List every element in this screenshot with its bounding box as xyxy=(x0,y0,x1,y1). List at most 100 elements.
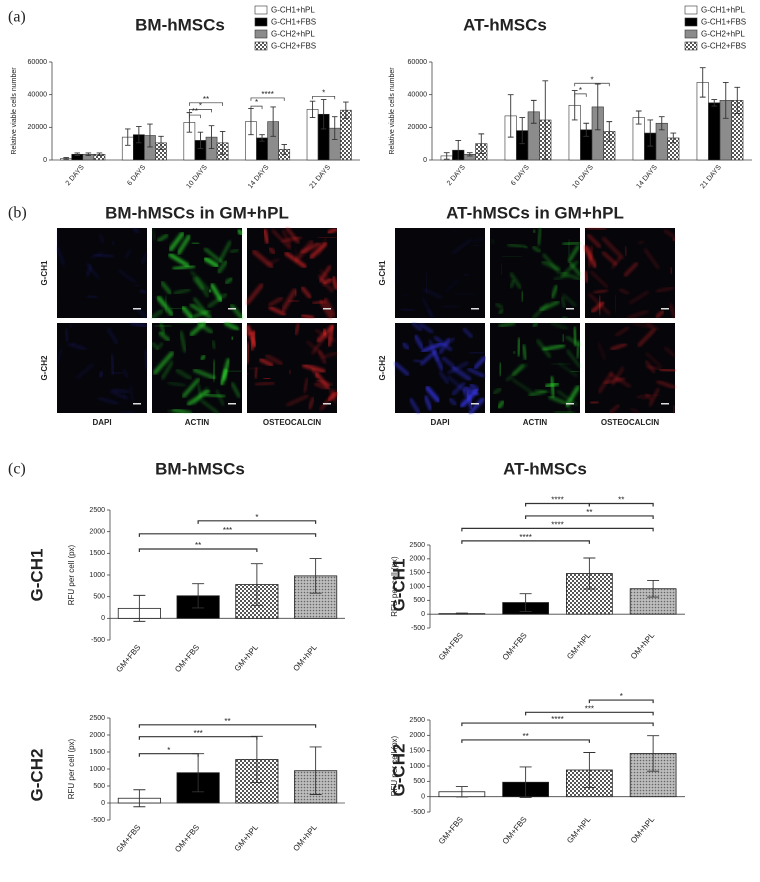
micrograph-texture xyxy=(550,322,568,330)
y-axis-label: RFU per cell (px) xyxy=(67,544,76,605)
micrograph-texture xyxy=(69,322,72,329)
micrograph-texture xyxy=(172,408,192,415)
micrograph-texture xyxy=(507,243,526,249)
panel-label: (a) xyxy=(8,9,26,26)
micrograph-texture xyxy=(411,321,423,332)
micrograph-texture xyxy=(452,227,456,235)
micrograph-texture xyxy=(211,339,217,350)
error-bar xyxy=(147,123,153,148)
micrograph-texture xyxy=(319,299,333,320)
chart-title: AT-hMSCs xyxy=(503,459,587,478)
micrograph-texture xyxy=(119,410,136,414)
scale-bar xyxy=(661,308,669,310)
micrograph-texture xyxy=(268,306,286,316)
micrograph-texture xyxy=(294,289,298,297)
error-bar xyxy=(309,558,322,594)
micrograph-texture xyxy=(225,321,238,330)
error-bar xyxy=(699,67,706,98)
micrograph-texture xyxy=(611,366,625,386)
micrograph-texture xyxy=(548,395,568,405)
micrograph-texture xyxy=(663,229,676,239)
y-tick-label: 1500 xyxy=(409,748,425,755)
micrograph-texture xyxy=(593,289,609,294)
micrograph-texture xyxy=(516,337,522,357)
error-bar xyxy=(250,563,263,606)
micrograph-texture xyxy=(264,354,283,366)
y-tick-label: 20000 xyxy=(28,124,48,131)
micrograph-texture xyxy=(509,272,522,289)
micrograph-texture xyxy=(427,308,435,319)
micrograph-texture xyxy=(434,336,452,351)
micrograph-texture xyxy=(229,248,240,254)
micrograph-texture xyxy=(495,302,504,309)
micrograph-texture xyxy=(562,241,581,246)
micrograph-texture xyxy=(623,245,628,257)
micrograph-texture xyxy=(452,239,472,254)
micrograph-texture xyxy=(311,367,320,379)
micrograph-texture xyxy=(439,371,449,384)
legend-label: G-CH1+hPL xyxy=(701,6,745,15)
micrograph-texture xyxy=(245,372,250,376)
y-axis-label: RFU per cell (px) xyxy=(390,735,399,796)
y-tick-label: 1000 xyxy=(409,583,425,590)
scale-bar xyxy=(228,308,236,310)
micrograph-texture xyxy=(97,397,119,405)
micrograph-texture xyxy=(311,333,328,355)
micrograph-texture xyxy=(468,397,485,415)
micrograph-texture xyxy=(462,327,473,339)
micrograph-texture xyxy=(76,363,94,379)
micrograph-texture xyxy=(655,286,675,293)
micrograph-texture xyxy=(627,310,649,320)
micrograph-texture xyxy=(300,286,312,299)
micrograph-texture xyxy=(190,241,201,246)
micrograph-texture xyxy=(601,236,624,260)
micrograph-texture xyxy=(132,227,140,234)
micrograph-texture xyxy=(420,350,437,366)
row-label: G-CH2 xyxy=(378,355,387,380)
micrograph-texture xyxy=(263,228,270,245)
micrograph-texture xyxy=(445,278,460,292)
y-tick-label: 2000 xyxy=(409,732,425,739)
micrograph-texture xyxy=(326,324,335,347)
micrograph-texture xyxy=(645,352,663,368)
significance-label: * xyxy=(167,746,170,755)
y-axis-label: RFU per cell (px) xyxy=(67,738,76,799)
micrograph-texture xyxy=(473,355,487,370)
x-tick-label: OM+hPL xyxy=(291,822,319,853)
micrograph-texture xyxy=(409,397,421,415)
error-bar xyxy=(606,121,613,142)
micrograph-texture xyxy=(469,351,485,354)
significance-bracket xyxy=(588,502,654,507)
micrograph-texture xyxy=(231,382,241,398)
micrograph-texture xyxy=(536,339,552,358)
significance-bracket xyxy=(574,82,610,87)
micrograph-texture xyxy=(284,251,307,269)
x-tick-label: GM+FBS xyxy=(437,631,465,662)
micrograph-texture xyxy=(639,393,660,397)
micrograph-texture xyxy=(609,404,620,414)
significance-bracket xyxy=(461,527,654,532)
y-tick-label: 0 xyxy=(43,157,47,164)
error-bar xyxy=(455,612,468,615)
micrograph-texture xyxy=(424,385,441,403)
micrograph-texture xyxy=(670,266,673,275)
micrograph-texture xyxy=(451,366,472,382)
column-label: DAPI xyxy=(92,418,111,427)
legend-swatch xyxy=(684,17,698,27)
significance-bracket xyxy=(138,533,317,537)
x-tick-label: 2 DAYS xyxy=(65,164,86,187)
error-bar xyxy=(281,144,288,155)
micrograph-texture xyxy=(465,389,474,409)
micrograph-texture xyxy=(611,256,622,269)
micrograph-texture xyxy=(285,226,300,244)
micrograph-texture xyxy=(671,236,677,242)
micrograph-texture xyxy=(454,293,476,296)
micrograph-texture xyxy=(637,328,656,347)
micrograph-texture xyxy=(301,363,326,374)
error-bar xyxy=(343,101,349,119)
micrograph-texture xyxy=(180,305,194,319)
micrograph-texture xyxy=(267,246,277,256)
micrograph-texture xyxy=(306,340,324,356)
micrograph-texture xyxy=(323,297,336,318)
micrograph-texture xyxy=(553,274,570,281)
